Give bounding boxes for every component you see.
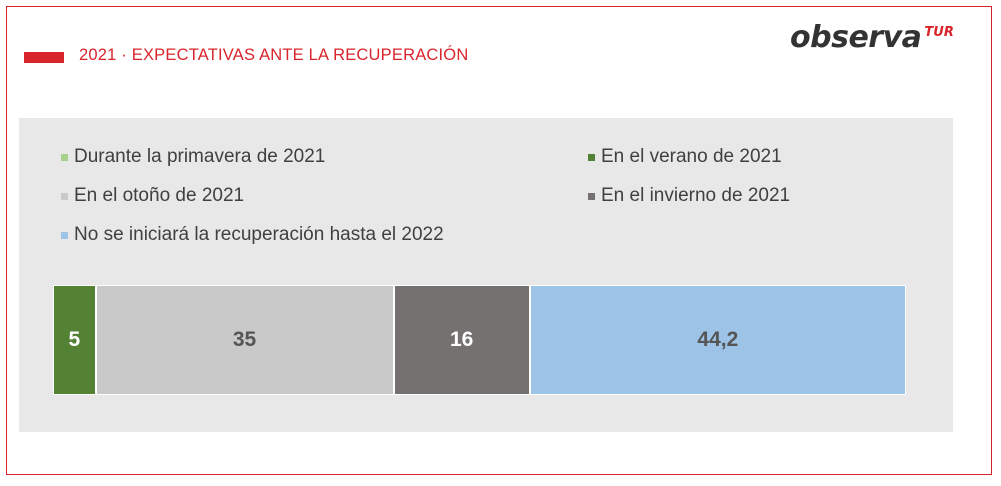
observatur-logo: observa TUR (790, 20, 954, 55)
legend-item-primavera: Durante la primavera de 2021 (61, 146, 325, 168)
legend-swatch-otono (61, 192, 68, 200)
legend-swatch-invierno (588, 192, 595, 200)
legend-label-otono: En el otoño de 2021 (74, 185, 245, 206)
segment-otono: 35 (95, 285, 394, 395)
segment-2022-label: 44,2 (697, 328, 739, 351)
page-title: 2021 · EXPECTATIVAS ANTE LA RECUPERACIÓN (79, 46, 469, 64)
segment-2022: 44,2 (529, 285, 906, 395)
legend-item-2022: No se iniciará la recuperación hasta el … (61, 224, 444, 246)
title-accent-bar (24, 52, 64, 63)
legend-label-2022: No se iniciará la recuperación hasta el … (74, 224, 444, 245)
segment-verano-label: 5 (68, 328, 81, 351)
frame-border (6, 6, 992, 475)
legend-item-verano: En el verano de 2021 (588, 146, 782, 168)
legend-label-verano: En el verano de 2021 (601, 146, 782, 167)
legend-label-invierno: En el invierno de 2021 (601, 185, 791, 206)
legend-item-otono: En el otoño de 2021 (61, 185, 244, 207)
segment-otono-label: 35 (232, 328, 257, 351)
logo-main-text: observa (790, 20, 922, 55)
segment-verano: 5 (53, 285, 96, 395)
segment-invierno-label: 16 (449, 328, 474, 351)
legend-swatch-2022 (61, 231, 68, 239)
logo-sub-text: TUR (924, 25, 954, 40)
segment-invierno: 16 (393, 285, 530, 395)
legend-item-invierno: En el invierno de 2021 (588, 185, 790, 207)
legend-swatch-verano (588, 153, 595, 161)
legend-swatch-primavera (61, 153, 68, 161)
legend-label-primavera: Durante la primavera de 2021 (74, 146, 326, 167)
